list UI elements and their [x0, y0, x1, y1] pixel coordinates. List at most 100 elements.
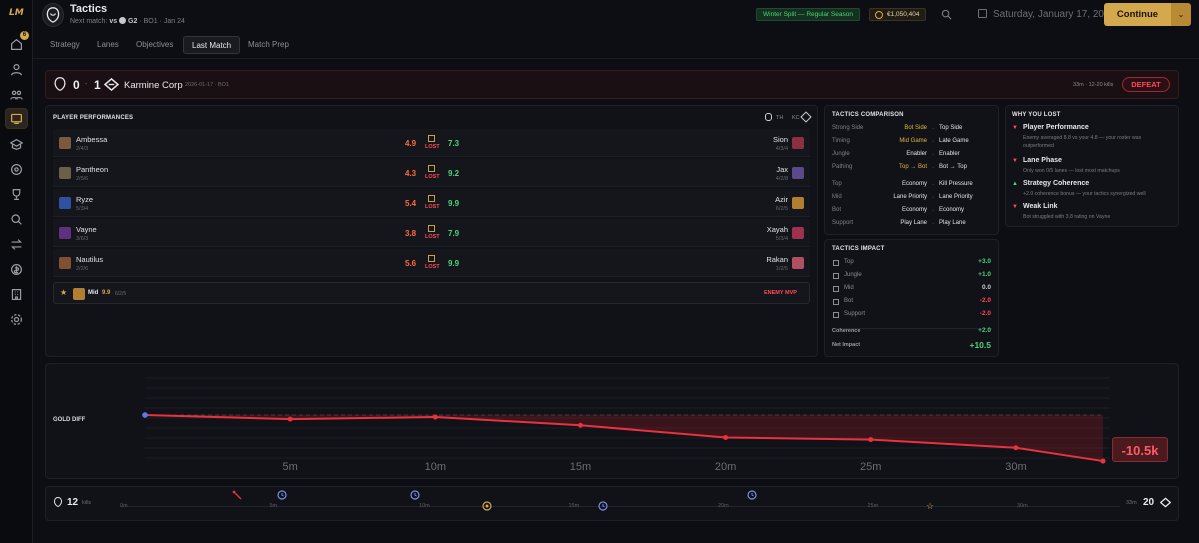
- opponent-rating: 9.9: [448, 259, 460, 268]
- opponent-name[interactable]: Rakan: [766, 255, 788, 264]
- timeline-away-crest-icon: [1160, 497, 1171, 508]
- mvp-rating: 9.9: [102, 290, 111, 296]
- notification-badge: 6: [20, 31, 29, 40]
- budget-display: €1,050,404: [869, 8, 926, 21]
- calendar-icon: [978, 9, 987, 18]
- player-row: [53, 219, 810, 247]
- opponent-name[interactable]: Xayah: [766, 225, 788, 234]
- player-champion-portrait: [59, 257, 71, 269]
- home-kills: 12: [67, 497, 79, 508]
- gold-diff-point[interactable]: [142, 412, 148, 418]
- impact-lane-icon: [833, 286, 839, 292]
- transfer-icon[interactable]: [9, 237, 24, 252]
- gold-diff-point[interactable]: [1013, 445, 1019, 451]
- continue-button[interactable]: Continue: [1104, 3, 1171, 26]
- impact-lane-label: Top: [844, 259, 854, 265]
- tactics-icon[interactable]: [5, 108, 28, 129]
- sword-event-icon[interactable]: [232, 490, 242, 500]
- gold-diff-point[interactable]: [432, 414, 438, 420]
- home-icon[interactable]: [9, 37, 24, 52]
- tab-last-match[interactable]: Last Match: [183, 36, 241, 54]
- next-match-label: Next match:: [70, 18, 108, 25]
- dragon-event-icon[interactable]: [410, 490, 420, 500]
- opponent-name[interactable]: Sion: [772, 135, 788, 144]
- settings-icon[interactable]: [9, 312, 24, 327]
- facilities-icon[interactable]: [9, 287, 24, 302]
- gold-diff-point[interactable]: [287, 416, 293, 422]
- gold-diff-point[interactable]: [577, 422, 583, 428]
- tab-objectives[interactable]: Objectives: [136, 40, 174, 49]
- kills-label: kills: [82, 500, 92, 506]
- player-name[interactable]: Nautilus: [76, 255, 104, 264]
- net-impact-value: +10.5: [969, 340, 991, 350]
- impact-value: -2.0: [979, 297, 991, 304]
- comparison-label: Timing: [832, 138, 850, 144]
- search-icon[interactable]: [9, 212, 24, 227]
- gold-diff-point[interactable]: [723, 435, 729, 441]
- impact-lane-icon: [833, 260, 839, 266]
- gold-diff-tick-label: 20m: [715, 461, 736, 473]
- why-you-lost-panel: [1005, 105, 1179, 227]
- impact-value: 0.0: [981, 284, 991, 291]
- player-row: [53, 249, 810, 277]
- player-name[interactable]: Vayne: [76, 225, 97, 234]
- opponent-champion-portrait: [792, 257, 804, 269]
- dragon-event-icon[interactable]: [277, 490, 287, 500]
- tab-match-prep[interactable]: Match Prep: [248, 40, 289, 49]
- opponent-kda: 5/3/4: [775, 236, 788, 242]
- header-search-icon[interactable]: [941, 9, 952, 20]
- timeline-tick-label: 20m: [718, 503, 729, 509]
- timeline-tick-label: 15m: [568, 503, 580, 509]
- opponent-crest-icon: [119, 17, 127, 24]
- herald-event-icon[interactable]: [482, 501, 492, 511]
- opponent-rating: 9.2: [448, 169, 460, 178]
- scouting-icon[interactable]: [9, 162, 24, 177]
- player-rating: 5.6: [405, 259, 417, 268]
- gold-diff-chart: 5m 10m 15m 20m 25m 30m: [142, 377, 1110, 473]
- their-tactic: Lane Priority: [939, 194, 973, 200]
- timeline-tick-label: 0m: [120, 503, 128, 509]
- training-icon[interactable]: [9, 137, 24, 152]
- why-item-title: Player Performance: [1023, 124, 1089, 131]
- gold-diff-tick-label: 5m: [283, 461, 298, 473]
- lane-icon: [428, 135, 435, 142]
- net-impact-label: Net Impact: [832, 342, 861, 348]
- their-tactic: Late Game: [939, 138, 969, 144]
- player-name[interactable]: Pantheon: [76, 165, 109, 174]
- user-icon[interactable]: [9, 62, 24, 77]
- gold-diff-point[interactable]: [1100, 458, 1106, 464]
- team-icon[interactable]: [9, 87, 24, 102]
- dragon-event-icon[interactable]: [747, 490, 757, 500]
- continue-dropdown-chevron-icon[interactable]: ⌄: [1171, 3, 1191, 26]
- comparison-label: Top: [832, 181, 842, 187]
- player-name[interactable]: Ryze: [76, 195, 94, 204]
- player-rating: 4.9: [405, 139, 417, 148]
- trophy-icon[interactable]: [9, 187, 24, 202]
- gold-diff-tick-label: 15m: [570, 461, 591, 473]
- opponent-name[interactable]: Jax: [776, 165, 788, 174]
- player-champion-portrait: [59, 197, 71, 209]
- our-tactic: Bot Side: [904, 125, 927, 131]
- impact-lane-label: Mid: [844, 285, 854, 291]
- arrow-down-icon: ▼: [1012, 204, 1018, 210]
- opponent-name[interactable]: Azir: [775, 195, 788, 204]
- lane-result: LOST: [425, 144, 440, 150]
- away-score: 1: [94, 78, 101, 92]
- dragon-event-icon[interactable]: [598, 501, 608, 511]
- arrow-down-icon: ▼: [1012, 125, 1018, 131]
- coin-icon: [875, 11, 883, 19]
- why-item-desc: Only won 0/5 lanes — lost most matchups: [1023, 168, 1120, 174]
- gold-diff-point[interactable]: [868, 437, 874, 443]
- tab-lanes[interactable]: Lanes: [97, 40, 119, 49]
- our-tactic: Play Lane: [900, 220, 927, 226]
- player-name[interactable]: Ambessa: [76, 135, 108, 144]
- impact-lane-label: Support: [844, 311, 866, 317]
- header-divider: [33, 58, 1199, 59]
- impact-value: +1.0: [978, 271, 991, 278]
- finance-icon[interactable]: [9, 262, 24, 277]
- tab-strategy[interactable]: Strategy: [50, 40, 80, 49]
- baron-star-icon[interactable]: ☆: [926, 501, 935, 511]
- star-icon: ★: [60, 288, 68, 297]
- match-duration: 33m · 12-20 kills: [1073, 82, 1114, 88]
- player-performances-title: PLAYER PERFORMANCES: [53, 115, 134, 121]
